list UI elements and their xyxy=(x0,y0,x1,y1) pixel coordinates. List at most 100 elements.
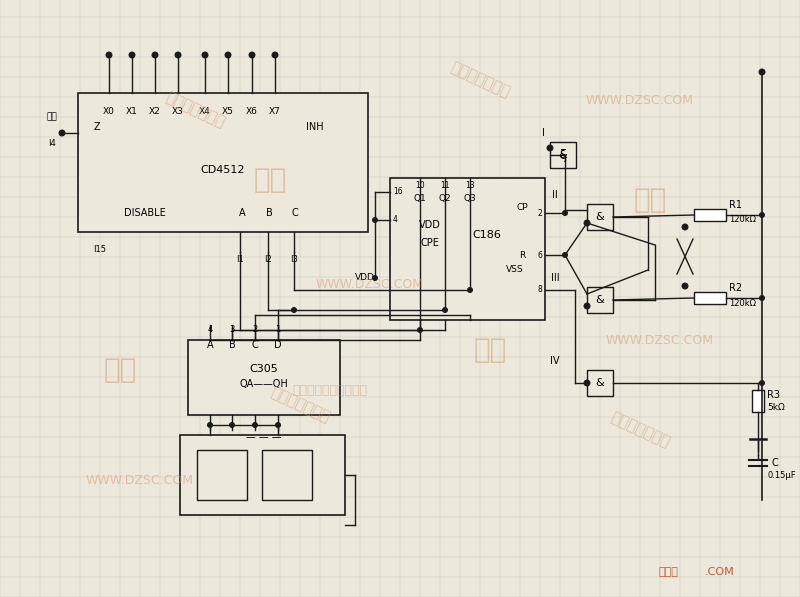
Circle shape xyxy=(230,423,234,427)
Circle shape xyxy=(682,224,688,230)
Text: VSS: VSS xyxy=(506,266,524,275)
Text: 120kΩ: 120kΩ xyxy=(729,298,756,307)
Circle shape xyxy=(225,52,231,58)
Text: 维库: 维库 xyxy=(254,166,286,194)
Text: I2: I2 xyxy=(264,256,272,264)
Bar xyxy=(550,142,576,168)
Text: 120kΩ: 120kΩ xyxy=(729,216,756,224)
Text: C: C xyxy=(292,208,298,218)
Text: Q3: Q3 xyxy=(464,193,476,202)
Bar xyxy=(390,178,545,320)
Text: R: R xyxy=(519,251,525,260)
Circle shape xyxy=(759,69,765,75)
Text: I4: I4 xyxy=(48,139,56,147)
Text: CD4512: CD4512 xyxy=(201,165,246,175)
Text: C305: C305 xyxy=(250,364,278,374)
Text: C: C xyxy=(252,340,258,350)
Text: 1: 1 xyxy=(275,325,281,334)
Text: IV: IV xyxy=(550,356,560,366)
Circle shape xyxy=(418,328,422,333)
Text: VDD: VDD xyxy=(419,220,441,230)
Text: 接线图: 接线图 xyxy=(658,567,678,577)
Circle shape xyxy=(152,52,158,58)
Circle shape xyxy=(373,217,378,223)
Text: X3: X3 xyxy=(172,107,184,116)
Circle shape xyxy=(59,130,65,136)
Circle shape xyxy=(291,307,297,312)
Text: WWW.DZSC.COM: WWW.DZSC.COM xyxy=(316,278,424,291)
Circle shape xyxy=(175,52,181,58)
Text: 3: 3 xyxy=(230,325,234,334)
Text: 16: 16 xyxy=(393,187,402,196)
Text: 2: 2 xyxy=(252,325,258,334)
Text: 0.15μF: 0.15μF xyxy=(768,470,797,479)
Text: 5kΩ: 5kΩ xyxy=(767,402,785,411)
Bar xyxy=(180,435,345,515)
Text: &: & xyxy=(596,378,604,388)
Bar xyxy=(694,292,726,304)
Bar xyxy=(197,450,247,500)
Circle shape xyxy=(682,283,688,289)
Text: 2: 2 xyxy=(538,208,542,217)
Text: X7: X7 xyxy=(269,107,281,116)
Text: ξ: ξ xyxy=(559,149,566,162)
Text: I1: I1 xyxy=(236,256,244,264)
Bar xyxy=(188,340,340,415)
Circle shape xyxy=(759,213,765,217)
Text: 8: 8 xyxy=(538,285,542,294)
Circle shape xyxy=(562,211,567,216)
Text: CPE: CPE xyxy=(421,238,439,248)
Text: &: & xyxy=(596,295,604,305)
Text: 13: 13 xyxy=(465,181,475,190)
Text: A: A xyxy=(206,340,214,350)
Text: X5: X5 xyxy=(222,107,234,116)
Text: X0: X0 xyxy=(103,107,115,116)
Text: .COM: .COM xyxy=(705,567,735,577)
Text: QA——QH: QA——QH xyxy=(240,379,288,389)
Circle shape xyxy=(373,275,378,281)
Text: R3: R3 xyxy=(767,390,780,400)
Bar xyxy=(587,370,613,396)
Text: &: & xyxy=(596,212,604,222)
Text: 11: 11 xyxy=(440,181,450,190)
Text: I: I xyxy=(542,128,545,138)
Circle shape xyxy=(249,52,255,58)
Text: 维库: 维库 xyxy=(103,356,137,384)
Circle shape xyxy=(584,380,590,386)
Circle shape xyxy=(129,52,135,58)
Circle shape xyxy=(467,288,473,293)
Text: Z: Z xyxy=(94,122,100,132)
Text: WWW.DZSC.COM: WWW.DZSC.COM xyxy=(86,473,194,487)
Text: C: C xyxy=(771,458,778,468)
Text: 维库电子市场网: 维库电子市场网 xyxy=(448,60,512,100)
Circle shape xyxy=(562,253,567,257)
Text: 维库电子市场网: 维库电子市场网 xyxy=(608,410,672,450)
Circle shape xyxy=(547,145,553,151)
Text: B: B xyxy=(266,208,272,218)
Circle shape xyxy=(272,52,278,58)
Circle shape xyxy=(442,307,447,312)
Text: 4: 4 xyxy=(393,216,398,224)
Text: X2: X2 xyxy=(149,107,161,116)
Circle shape xyxy=(584,303,590,309)
Circle shape xyxy=(253,423,258,427)
Circle shape xyxy=(759,380,765,386)
Circle shape xyxy=(759,296,765,300)
Text: 维库: 维库 xyxy=(634,186,666,214)
Text: WWW.DZSC.COM: WWW.DZSC.COM xyxy=(586,94,694,106)
Bar xyxy=(262,450,312,500)
Text: &: & xyxy=(558,150,567,160)
Text: X1: X1 xyxy=(126,107,138,116)
Text: X6: X6 xyxy=(246,107,258,116)
Text: X4: X4 xyxy=(199,107,211,116)
Text: I3: I3 xyxy=(290,256,298,264)
Text: — — —: — — — xyxy=(246,432,282,442)
Text: WWW.DZSC.COM: WWW.DZSC.COM xyxy=(606,334,714,346)
Bar xyxy=(587,204,613,230)
Text: 6: 6 xyxy=(537,251,542,260)
Text: 4: 4 xyxy=(207,325,213,334)
Circle shape xyxy=(584,220,590,226)
Text: INH: INH xyxy=(306,122,324,132)
Text: D: D xyxy=(274,340,282,350)
Text: DISABLE: DISABLE xyxy=(124,208,166,218)
